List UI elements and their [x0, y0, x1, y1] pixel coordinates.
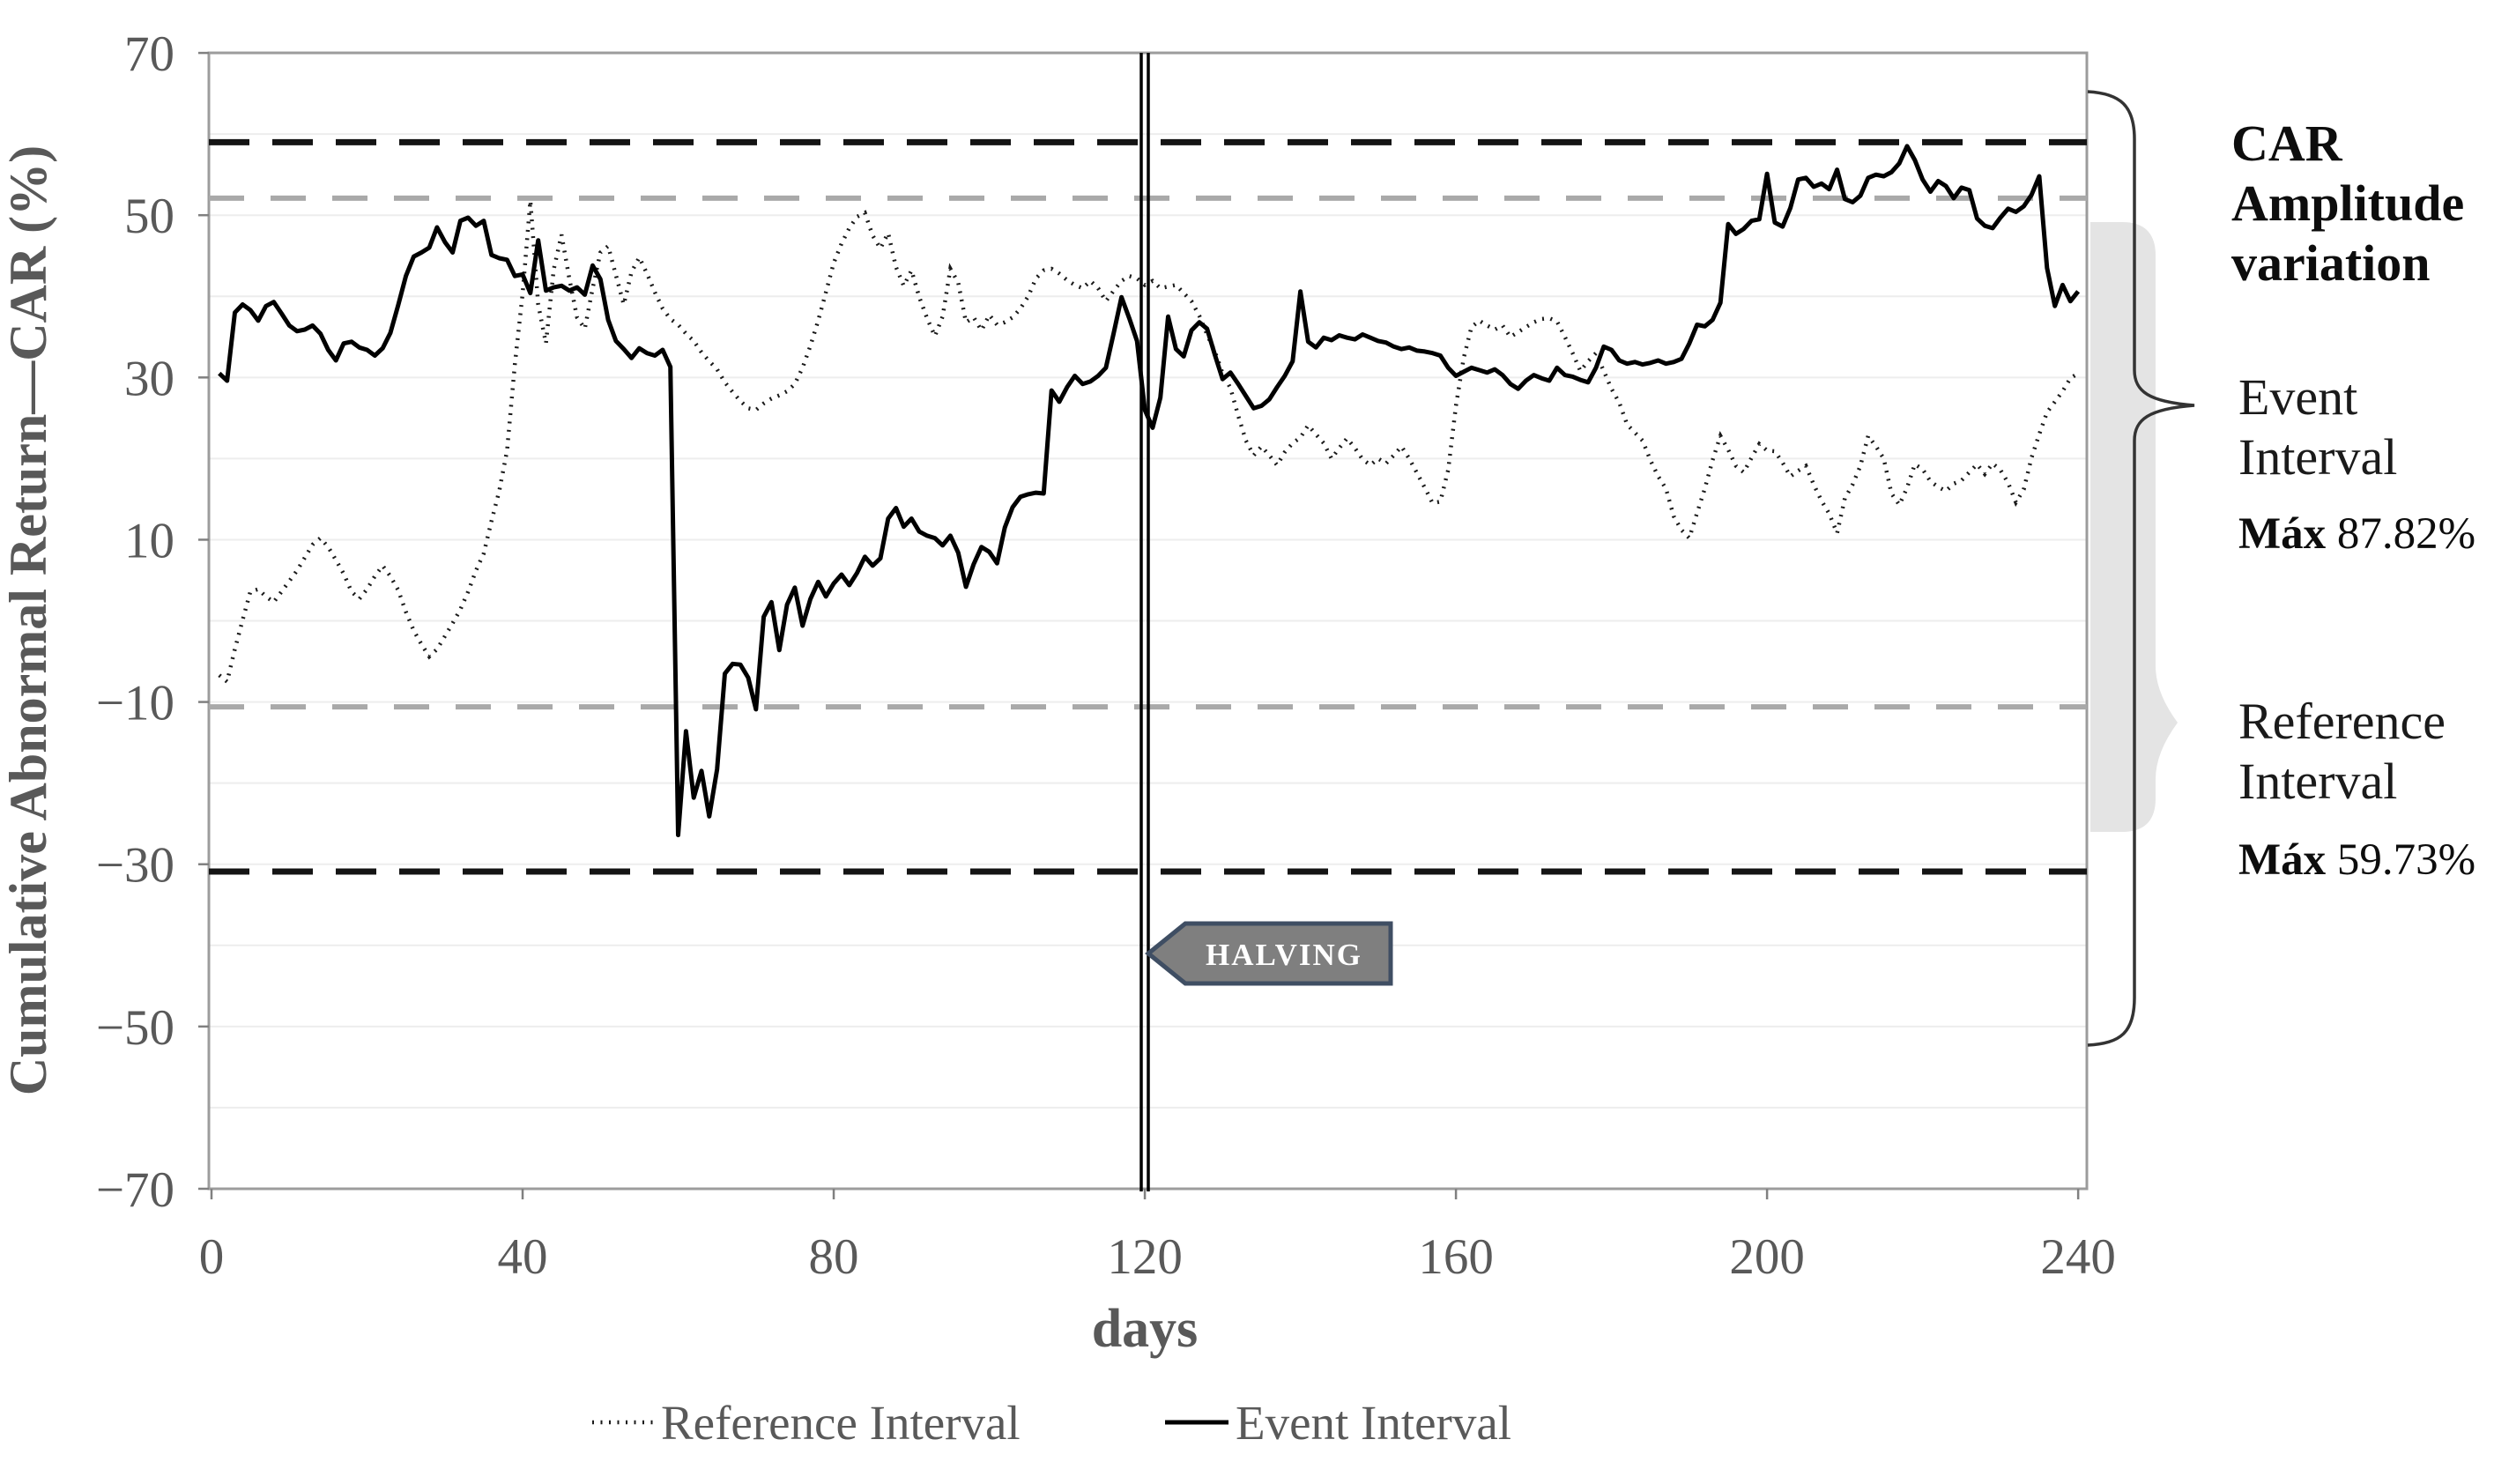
amplitude-brace [2087, 90, 2195, 1047]
x-axis-tick-labels: 0 40 80 120 160 200 240 [199, 1189, 2116, 1285]
reference-interval-label-line2: Interval [2238, 753, 2397, 810]
car-amplitude-title-line3: variation [2231, 234, 2431, 292]
y-axis-title: Cumulative Abnormal Return—CAR (%) [0, 145, 57, 1095]
x-tick-label-3: 120 [1107, 1229, 1183, 1285]
event-interval-label-line2: Interval [2238, 428, 2397, 486]
legend-reference-label: Reference Interval [661, 1396, 1021, 1450]
halving-tag-label: HALVING [1206, 938, 1362, 972]
legend: Reference Interval Event Interval [592, 1396, 1511, 1450]
car-amplitude-annotation: CAR Amplitude variation Event Interval M… [2231, 115, 2475, 885]
y-tick-label-7: −70 [96, 1162, 174, 1218]
x-tick-label-0: 0 [199, 1229, 225, 1285]
halving-tag: HALVING [1145, 921, 1393, 986]
x-tick-label-2: 80 [809, 1229, 859, 1285]
x-tick-label-4: 160 [1418, 1229, 1494, 1285]
car-amplitude-title-line2: Amplitude [2231, 174, 2464, 232]
y-tick-label-1: 50 [124, 189, 174, 244]
y-tick-label-6: −50 [96, 1000, 174, 1056]
y-tick-label-4: −10 [96, 676, 174, 731]
x-tick-label-5: 200 [1729, 1229, 1805, 1285]
y-tick-label-0: 70 [124, 26, 174, 82]
legend-event-label: Event Interval [1236, 1396, 1511, 1450]
halving-vline [1139, 53, 1150, 1191]
car-amplitude-title-line1: CAR [2231, 115, 2343, 172]
reference-max-value: Máx 59.73% [2238, 835, 2475, 885]
y-axis-tick-labels: 70 50 30 10 −10 −30 −50 −70 [96, 26, 209, 1218]
event-max-value: Máx 87.82% [2238, 509, 2475, 559]
y-tick-label-3: 10 [124, 513, 174, 568]
y-tick-label-2: 30 [124, 351, 174, 406]
x-tick-label-6: 240 [2040, 1229, 2116, 1285]
x-tick-label-1: 40 [498, 1229, 548, 1285]
x-axis-title: days [1092, 1299, 1199, 1359]
y-tick-label-5: −30 [96, 838, 174, 894]
halving-tag-shape [1145, 921, 1393, 986]
reference-interval-label-line1: Reference [2238, 693, 2446, 750]
event-interval-label-line1: Event [2238, 368, 2357, 426]
